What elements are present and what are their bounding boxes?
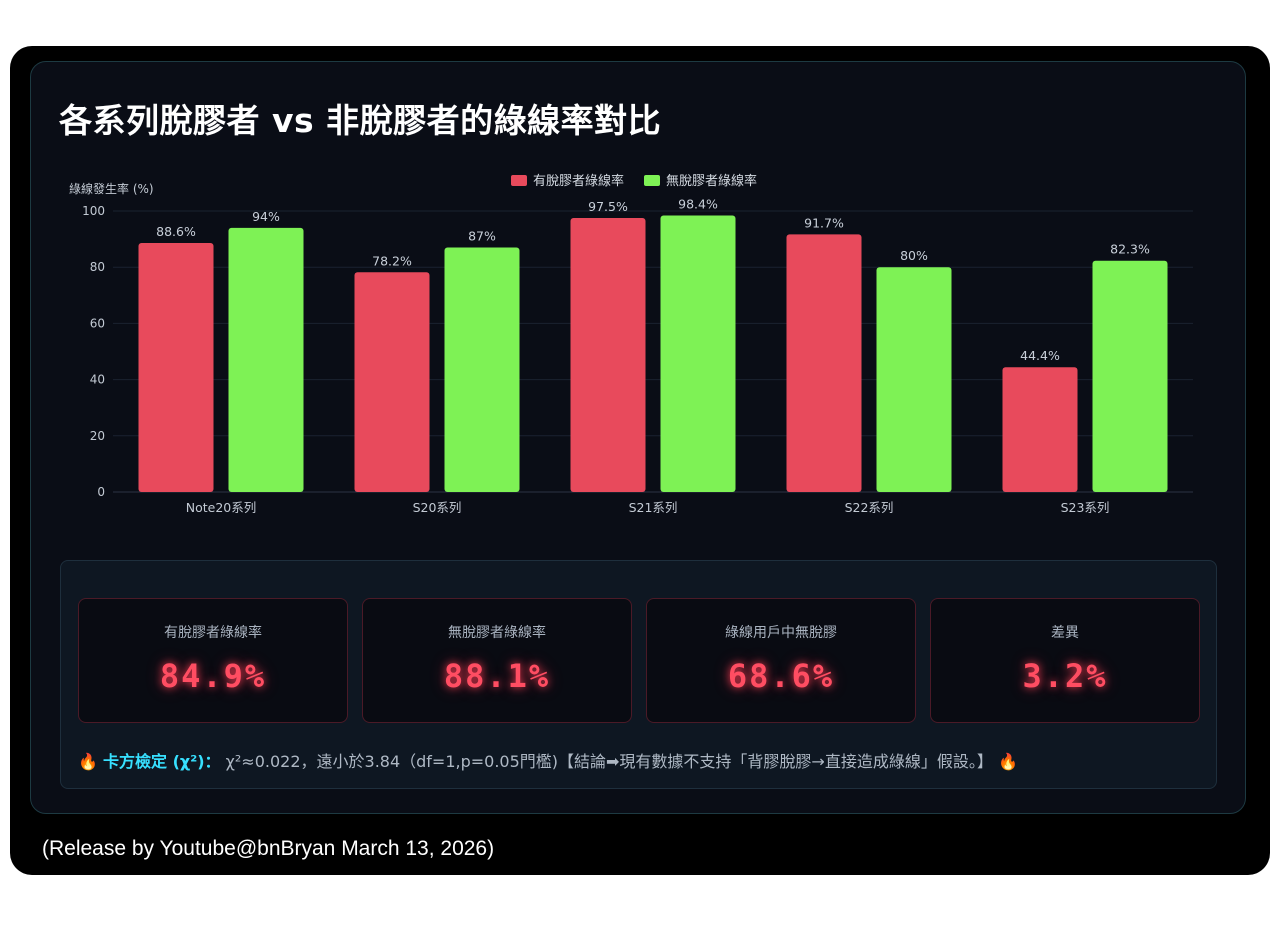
release-footer: (Release by Youtube@bnBryan March 13, 20… bbox=[42, 837, 495, 860]
x-tick-label: Note20系列 bbox=[186, 500, 257, 515]
stat-card-glue-loss-rate: 有脫膠者綠線率 84.9% bbox=[78, 598, 348, 723]
stat-value: 3.2% bbox=[1022, 657, 1108, 695]
bar-value-label: 82.3% bbox=[1110, 242, 1150, 257]
bar bbox=[228, 227, 304, 493]
bar bbox=[354, 272, 430, 492]
bar bbox=[786, 234, 862, 492]
outer-frame: 各系列脫膠者 vs 非脫膠者的綠線率對比 0 20 40 60 80 100 綠線發生率 (… bbox=[10, 46, 1270, 875]
bar-value-label: 94% bbox=[252, 209, 280, 224]
stat-card-difference: 差異 3.2% bbox=[930, 598, 1200, 723]
bar bbox=[1092, 260, 1168, 492]
fire-icon: 🔥 bbox=[997, 752, 1018, 771]
y-tick-label: 100 bbox=[82, 204, 105, 218]
x-tick-label: S22系列 bbox=[845, 500, 894, 515]
stat-card-green-line-no-glue: 綠線用戶中無脫膠 68.6% bbox=[646, 598, 916, 723]
chi-square-text: χ²≈0.022，遠小於3.84（df=1,p=0.05門檻)【結論➡現有數據不… bbox=[225, 752, 993, 771]
bar-value-label: 87% bbox=[468, 229, 496, 244]
bar bbox=[660, 215, 736, 492]
y-tick-label: 0 bbox=[97, 485, 105, 499]
chi-square-note: 🔥 卡方檢定 (χ²)： χ²≈0.022，遠小於3.84（df=1,p=0.0… bbox=[78, 748, 1018, 772]
x-tick-label: S23系列 bbox=[1061, 500, 1110, 515]
bar bbox=[138, 243, 214, 492]
fire-icon: 🔥 bbox=[78, 752, 98, 771]
bar-value-label: 98.4% bbox=[678, 196, 718, 211]
legend-label: 無脫膠者綠線率 bbox=[666, 173, 757, 189]
x-tick-label: S20系列 bbox=[413, 500, 462, 515]
chart-title: 各系列脫膠者 vs 非脫膠者的綠線率對比 bbox=[59, 101, 662, 140]
stat-value: 68.6% bbox=[727, 657, 835, 695]
bar-chart: 0 20 40 60 80 100 綠線發生率 (%) 有脫膠者綠線率 無脫膠者綠線率 88.6%… bbox=[69, 173, 1193, 515]
bar-value-label: 78.2% bbox=[372, 253, 412, 268]
chart-panel: 各系列脫膠者 vs 非脫膠者的綠線率對比 0 20 40 60 80 100 綠線發生率 (… bbox=[30, 61, 1246, 814]
stat-label: 有脫膠者綠線率 bbox=[164, 625, 262, 641]
y-axis-label: 綠線發生率 (%) bbox=[69, 181, 154, 196]
bar bbox=[570, 218, 646, 492]
y-tick-label: 40 bbox=[90, 373, 105, 387]
stat-label: 無脫膠者綠線率 bbox=[448, 625, 546, 641]
x-tick-label: S21系列 bbox=[629, 500, 678, 515]
y-tick-label: 80 bbox=[90, 260, 105, 274]
y-tick-label: 60 bbox=[90, 316, 105, 330]
legend-label: 有脫膠者綠線率 bbox=[533, 173, 624, 189]
y-tick-label: 20 bbox=[90, 429, 105, 443]
bar-value-label: 44.4% bbox=[1020, 348, 1060, 363]
stat-value: 88.1% bbox=[443, 657, 551, 695]
bar-value-label: 97.5% bbox=[588, 199, 628, 214]
stat-value: 84.9% bbox=[159, 657, 267, 695]
stat-label: 綠線用戶中無脫膠 bbox=[725, 625, 837, 641]
bar-value-label: 88.6% bbox=[156, 224, 196, 239]
bar bbox=[876, 267, 952, 492]
chi-square-label: 卡方檢定 (χ²)： bbox=[103, 752, 221, 771]
stat-card-no-glue-loss-rate: 無脫膠者綠線率 88.1% bbox=[362, 598, 632, 723]
legend-swatch bbox=[511, 175, 527, 186]
legend-swatch bbox=[644, 175, 660, 186]
bar bbox=[1002, 367, 1078, 492]
bar-value-label: 91.7% bbox=[804, 215, 844, 230]
bar-value-label: 80% bbox=[900, 248, 928, 263]
stats-section: 有脫膠者綠線率 84.9% 無脫膠者綠線率 88.1% 綠線用戶中無脫膠 68.… bbox=[60, 560, 1217, 789]
bar bbox=[444, 247, 520, 492]
stat-label: 差異 bbox=[1051, 625, 1079, 641]
